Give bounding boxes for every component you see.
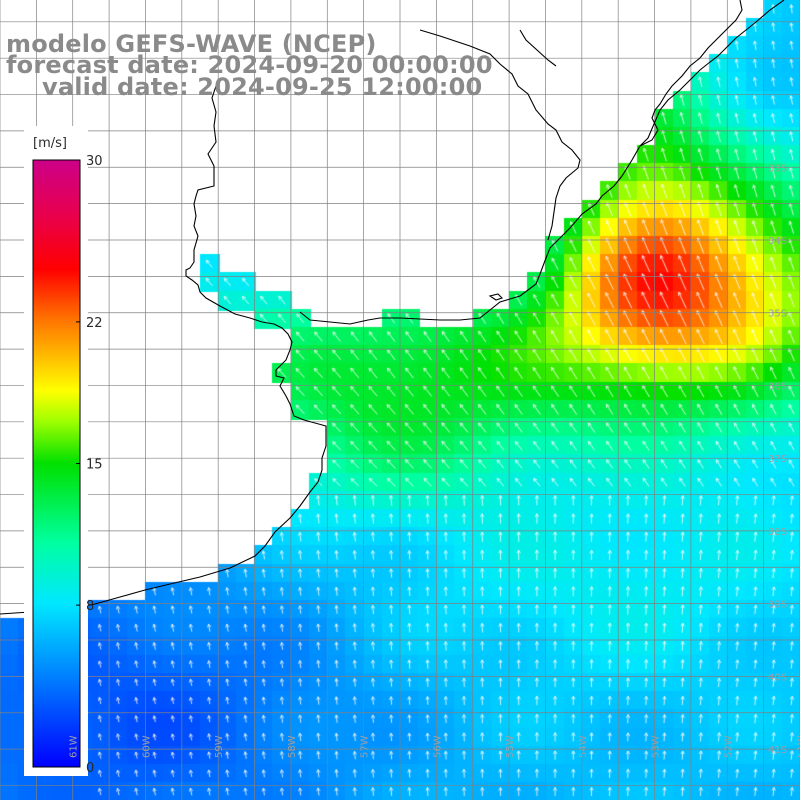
lat-label: 41S: [768, 745, 787, 756]
lon-label: 52W: [723, 735, 734, 758]
lon-label: 55W: [505, 735, 516, 758]
coastline: [0, 0, 785, 615]
lat-label: 36S: [768, 381, 787, 392]
lat-label: 38S: [768, 527, 787, 538]
colorbar-tick-label: 0: [86, 761, 94, 776]
lat-label: 39S: [768, 600, 787, 611]
colorbar: [m/s] 30 22 15 8 0: [24, 126, 103, 776]
lon-label: 59W: [214, 735, 225, 758]
lon-label: 58W: [287, 735, 298, 758]
lon-label: 51W: [796, 735, 800, 758]
lon-label: 53W: [651, 735, 662, 758]
colorbar-tick-label: 15: [86, 458, 103, 473]
latitude-labels: 33S 34S 35S 36S 37S 38S 39S 40S 41S: [768, 163, 787, 756]
lon-label: 56W: [432, 735, 443, 758]
title-valid-date: valid date: 2024-09-25 12:00:00: [42, 73, 483, 101]
colorbar-ticks: 30 22 15 8 0: [76, 154, 103, 776]
colorbar-unit: [m/s]: [33, 136, 67, 151]
title-model: modelo GEFS-WAVE (NCEP): [6, 30, 377, 58]
colorbar-tick-label: 8: [86, 599, 94, 614]
lat-label: 35S: [768, 309, 787, 320]
title-forecast-date: forecast date: 2024-09-20 00:00:00: [6, 51, 493, 79]
colorbar-tick-label: 22: [86, 316, 103, 331]
lon-label: 61W: [69, 735, 80, 758]
lon-label: 57W: [360, 735, 371, 758]
longitude-labels: 61W 60W 59W 58W 57W 56W 55W 54W 53W 52W 51W: [69, 735, 800, 758]
colorbar-tick-label: 30: [86, 154, 103, 169]
lat-label: 37S: [768, 454, 787, 465]
lon-label: 60W: [141, 735, 152, 758]
lon-label: 54W: [578, 735, 589, 758]
lat-label: 33S: [768, 163, 787, 174]
lat-label: 40S: [768, 672, 787, 683]
lat-label: 34S: [768, 236, 787, 247]
colorbar-gradient: [32, 159, 81, 768]
